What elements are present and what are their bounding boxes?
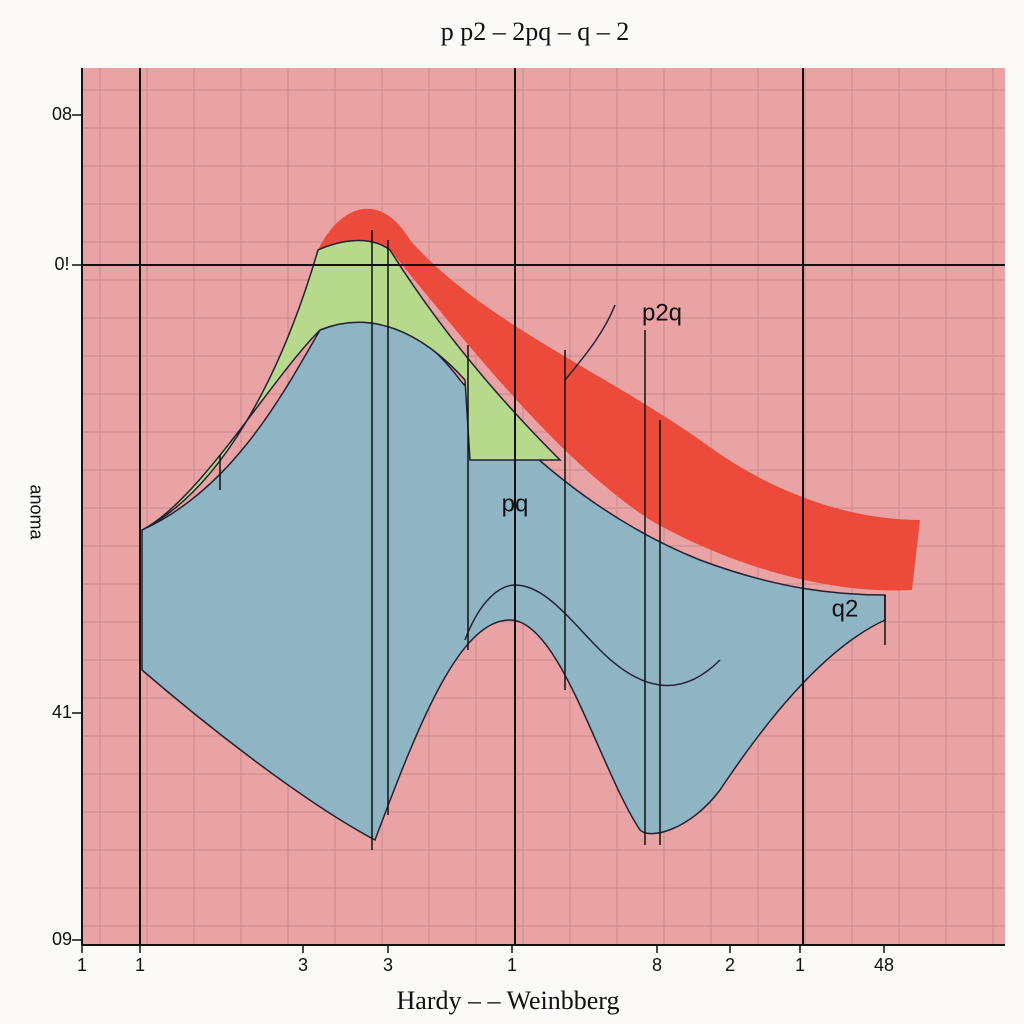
green-area [141,239,562,531]
y-tick-label: 41 [52,702,72,722]
x-tick-label: 3 [383,955,393,975]
x-tick-label: 2 [725,955,735,975]
annotation: q2 [832,595,859,622]
pointer-line [564,304,616,381]
x-tick-label: 1 [507,955,517,975]
axis-lines [81,68,1005,946]
y-tick-label: 08 [52,104,72,124]
x-tick-label: 8 [652,955,662,975]
annotation: p2q [642,299,682,326]
title: p p2 – 2pq – q – 2 [441,17,630,46]
x-tick-label: 1 [795,955,805,975]
y-axis-label: anoma [26,484,46,540]
y-tick-label: 0! [54,254,69,274]
inner-curve [464,584,721,687]
x-axis-label: Hardy – – Weinbberg [397,986,620,1015]
x-tick-label: 1 [77,955,87,975]
red-band [318,208,920,591]
y-tick-label: 09 [52,929,72,949]
x-tick-label: 48 [874,955,894,975]
annotation: pq [502,490,529,517]
x-tick-label: 1 [135,955,145,975]
x-tick-label: 3 [298,955,308,975]
